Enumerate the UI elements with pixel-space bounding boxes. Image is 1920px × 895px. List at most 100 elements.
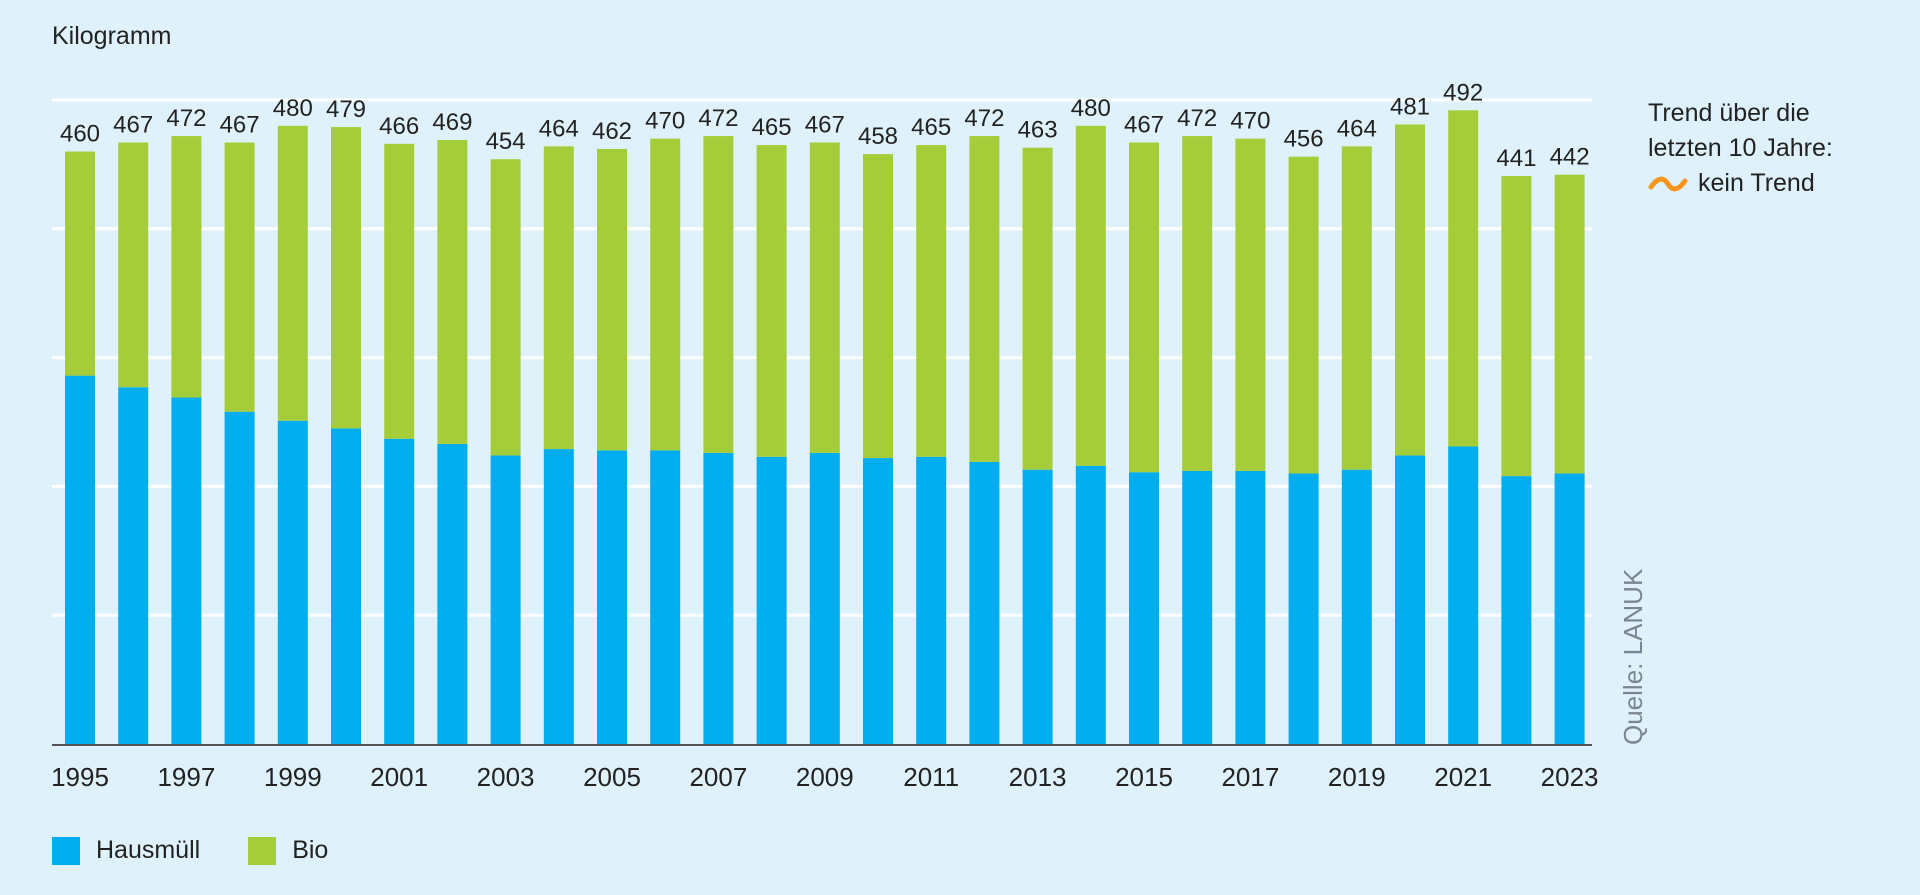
bar-bio-2023 xyxy=(1554,174,1585,474)
bar-bio-2013 xyxy=(1022,147,1053,470)
bar-bio-2003 xyxy=(490,159,521,456)
total-label-2022: 441 xyxy=(1496,145,1536,172)
total-label-2008: 465 xyxy=(752,114,792,141)
total-label-2005: 462 xyxy=(592,118,632,145)
bar-hausmuell-2016 xyxy=(1182,470,1213,744)
total-label-2007: 472 xyxy=(698,105,738,132)
total-label-2018: 456 xyxy=(1284,126,1324,153)
bar-bio-2006 xyxy=(650,138,681,451)
x-tick-2023: 2023 xyxy=(1541,762,1599,792)
bar-hausmuell-2005 xyxy=(597,450,627,744)
total-label-2010: 458 xyxy=(858,123,898,150)
bar-hausmuell-2002 xyxy=(437,443,468,744)
x-tick-2013: 2013 xyxy=(1009,762,1067,792)
x-tick-2011: 2011 xyxy=(903,762,959,792)
trend-title-line1: Trend über die xyxy=(1648,99,1810,127)
bar-bio-2022 xyxy=(1501,175,1532,477)
bar-bio-2014 xyxy=(1075,125,1106,466)
total-label-2021: 492 xyxy=(1443,79,1483,106)
bar-hausmuell-1996 xyxy=(118,387,149,744)
x-tick-2009: 2009 xyxy=(796,762,854,792)
bar-bio-2007 xyxy=(703,136,734,453)
total-label-2006: 470 xyxy=(645,108,685,135)
tilde-icon xyxy=(1648,176,1688,191)
x-tick-2007: 2007 xyxy=(689,762,747,792)
total-label-2012: 472 xyxy=(964,105,1004,132)
total-label-2013: 463 xyxy=(1018,117,1058,144)
bar-bio-1999 xyxy=(277,125,308,421)
bar-bio-2016 xyxy=(1182,136,1213,471)
bar-bio-2000 xyxy=(331,127,361,429)
total-label-2017: 470 xyxy=(1230,108,1270,135)
x-tick-2019: 2019 xyxy=(1328,762,1386,792)
trend-title-line2: letzten 10 Jahre: xyxy=(1648,134,1833,162)
total-label-2009: 467 xyxy=(805,112,845,139)
bar-bio-2010 xyxy=(863,154,893,459)
y-unit-label: Kilogramm xyxy=(52,22,172,50)
x-tick-2021: 2021 xyxy=(1434,762,1492,792)
bars xyxy=(65,110,1585,744)
bar-hausmuell-2001 xyxy=(384,438,415,744)
bar-bio-2011 xyxy=(916,145,947,457)
bar-hausmuell-2010 xyxy=(863,458,893,744)
total-label-1995: 460 xyxy=(60,121,100,148)
x-tick-1999: 1999 xyxy=(264,762,322,792)
bar-bio-2012 xyxy=(969,136,1000,462)
x-tick-labels: 1995 1997 1999 2001 2003 2005 2007 2009 2011 2013… xyxy=(51,762,1598,792)
bar-bio-2018 xyxy=(1288,156,1319,474)
total-label-1998: 467 xyxy=(220,112,260,139)
bar-bio-2001 xyxy=(384,143,415,439)
x-tick-2001: 2001 xyxy=(370,762,428,792)
bar-bio-2009 xyxy=(809,142,840,453)
bar-hausmuell-2003 xyxy=(490,455,521,744)
bar-hausmuell-1997 xyxy=(171,397,202,744)
bar-bio-2015 xyxy=(1129,142,1159,473)
bar-bio-2008 xyxy=(756,145,787,457)
x-tick-2005: 2005 xyxy=(583,762,641,792)
bar-hausmuell-2017 xyxy=(1235,470,1266,744)
x-tick-2003: 2003 xyxy=(477,762,535,792)
bar-hausmuell-2009 xyxy=(809,452,840,744)
legend-item-hausmuell: Hausmüll xyxy=(52,836,200,865)
bar-bio-1995 xyxy=(65,151,95,376)
bar-bio-2004 xyxy=(543,146,574,450)
bar-hausmuell-2007 xyxy=(703,452,734,744)
total-label-1997: 472 xyxy=(166,105,206,132)
trend-box: Trend über die letzten 10 Jahre: kein Tr… xyxy=(1648,96,1833,201)
total-label-2016: 472 xyxy=(1177,105,1217,132)
legend-swatch-hausmuell xyxy=(52,836,80,865)
legend-swatch-bio xyxy=(248,836,277,865)
bar-hausmuell-2021 xyxy=(1448,446,1479,744)
x-tick-2015: 2015 xyxy=(1115,762,1173,792)
source-label: Quelle: LANUK xyxy=(1618,568,1648,745)
bar-bio-1998 xyxy=(224,142,255,412)
x-tick-1995: 1995 xyxy=(51,762,109,792)
total-label-2020: 481 xyxy=(1390,93,1430,120)
bar-hausmuell-2023 xyxy=(1554,473,1585,744)
bar-bio-2020 xyxy=(1395,124,1425,456)
bar-hausmuell-1999 xyxy=(277,420,308,744)
bar-hausmuell-2004 xyxy=(543,449,574,744)
total-labels: 460 467 472 467 480 479 466 469 454 464 462 470 472 4… xyxy=(60,79,1590,172)
x-tick-1997: 1997 xyxy=(157,762,215,792)
trend-result: kein Trend xyxy=(1648,166,1833,201)
bar-bio-1996 xyxy=(118,142,149,388)
bar-bio-2021 xyxy=(1448,110,1479,447)
total-label-1996: 467 xyxy=(113,112,153,139)
legend-item-bio: Bio xyxy=(248,836,328,865)
bar-bio-2017 xyxy=(1235,138,1266,471)
total-label-2011: 465 xyxy=(911,114,951,141)
bar-hausmuell-2014 xyxy=(1075,465,1106,744)
total-label-2015: 467 xyxy=(1124,112,1164,139)
bar-hausmuell-2006 xyxy=(650,450,681,744)
legend: Hausmüll Bio xyxy=(52,836,376,865)
bar-hausmuell-1998 xyxy=(224,411,255,744)
bar-hausmuell-2012 xyxy=(969,461,1000,744)
total-label-2000: 479 xyxy=(326,96,366,123)
bar-hausmuell-2018 xyxy=(1288,473,1319,744)
bar-bio-2005 xyxy=(597,148,627,451)
bar-hausmuell-1995 xyxy=(65,375,95,744)
bar-hausmuell-2008 xyxy=(756,456,787,744)
trend-value: kein Trend xyxy=(1698,169,1815,197)
